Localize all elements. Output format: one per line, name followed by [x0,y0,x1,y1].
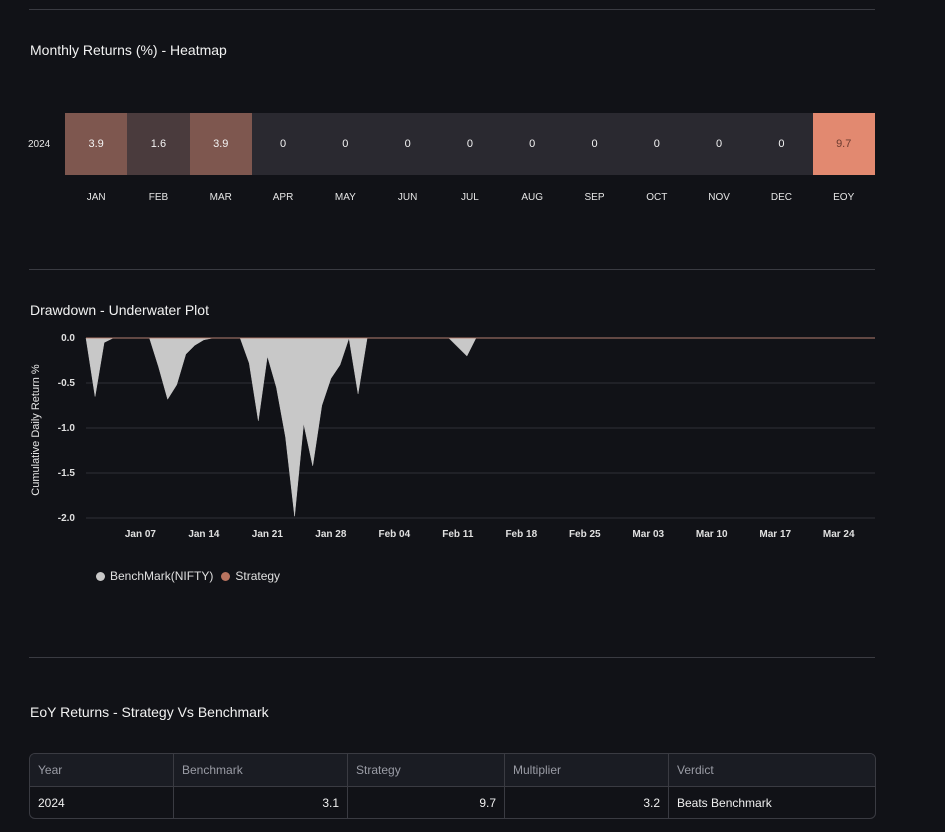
heatmap-cell-oct: 0 [625,113,688,175]
table-header-row: Year Benchmark Strategy Multiplier Verdict [30,754,875,787]
legend-label: BenchMark(NIFTY) [110,569,214,583]
y-tick-label: -0.5 [58,378,76,389]
heatmap-month-label: NOV [708,192,730,203]
x-tick-label: Mar 10 [696,529,728,540]
heatmap-cell-apr: 0 [251,113,315,175]
legend-item[interactable]: Strategy [221,569,280,583]
section-divider-1 [29,269,875,270]
series-area-benchmark [85,337,875,517]
legend-marker-icon [96,571,105,581]
table-cell: 2024 [30,787,174,818]
x-tick-label: Jan 28 [315,529,347,540]
heatmap-month-label: JUN [397,192,418,203]
drawdown-legend: BenchMark(NIFTY) Strategy [96,569,288,583]
heatmap-cell-nov: 0 [687,113,751,175]
x-tick-label: Jan 21 [252,529,284,540]
y-tick-label: 0.0 [61,333,75,344]
heatmap-month-axis: JAN FEB MAR APR MAY JUN JUL AUG SEP OCT NOV DEC EOY [65,192,875,203]
heatmap-cell-sep: 0 [563,113,626,175]
heatmap-month-label: DEC [770,192,792,203]
column-header[interactable]: Verdict [677,763,714,777]
x-tick-label: Jan 07 [125,529,157,540]
heatmap-row-label: 2024 [28,139,51,150]
x-tick-label: Mar 17 [759,529,791,540]
x-tick-label: Mar 24 [823,529,855,540]
heatmap-cell-may: 0 [314,113,377,175]
x-tick-label: Mar 03 [632,529,664,540]
eoy-returns-table: Year Benchmark Strategy Multiplier Verdict 20… [29,753,876,819]
heatmap-cell-mar: 3.9 [189,113,252,175]
heatmap-title: Monthly Returns (%) - Heatmap [30,42,227,58]
heatmap-cell-dec: 0 [750,113,813,175]
heatmap-month-label: JAN [86,192,106,203]
x-tick-label: Feb 18 [505,529,537,540]
y-tick-label: -1.5 [58,468,76,479]
drawdown-chart: 0.0 -0.5 -1.0 -1.5 -2.0 Cumulative Daily Retu… [30,333,875,540]
x-tick-label: Jan 14 [188,529,220,540]
column-header[interactable]: Year [30,754,174,786]
table-cell: 3.2 [505,787,669,818]
table-cell: 9.7 [348,787,505,818]
heatmap-month-label: MAY [334,192,356,203]
heatmap-cell-feb: 1.6 [127,113,190,175]
drawdown-title: Drawdown - Underwater Plot [30,302,209,318]
heatmap-month-label: SEP [584,192,605,203]
heatmap-cell-aug: 0 [501,113,564,175]
heatmap-month-label: MAR [209,192,232,203]
heatmap-cell-jan: 3.9 [65,113,128,175]
y-axis-label: Cumulative Daily Return % [30,364,42,496]
column-header[interactable]: Multiplier [505,754,669,786]
top-divider [29,9,875,10]
y-tick-label: -1.0 [58,423,76,434]
heatmap-month-label: JUL [461,192,479,203]
heatmap-month-label: OCT [646,192,668,203]
x-tick-label: Feb 11 [442,529,474,540]
heatmap-month-label: EOY [833,192,855,203]
heatmap-cell-jul: 0 [438,113,502,175]
heatmap-month-label: FEB [148,192,169,203]
section-divider-2 [29,657,875,658]
heatmap-month-label: APR [272,192,294,203]
column-header[interactable]: Strategy [348,754,505,786]
eoy-title: EoY Returns - Strategy Vs Benchmark [30,704,269,720]
legend-marker-icon [221,571,231,581]
heatmap-cell-eoy: 9.7 [812,113,875,175]
x-tick-label: Feb 25 [569,529,601,540]
y-tick-label: -2.0 [58,513,76,524]
table-cell: Beats Benchmark [677,795,772,810]
x-tick-label: Feb 04 [379,529,411,540]
table-cell: 3.1 [174,787,348,818]
heatmap-cell-jun: 0 [376,113,439,175]
column-header[interactable]: Benchmark [174,754,348,786]
legend-label: Strategy [235,569,281,583]
legend-item[interactable]: BenchMark(NIFTY) [96,569,213,583]
heatmap-month-label: AUG [521,192,544,203]
table-row: 2024 3.1 9.7 3.2 Beats Benchmark [30,787,875,818]
heatmap-row: 3.9 1.6 3.9 0 0 0 0 0 0 0 0 0 9.7 [65,113,875,175]
